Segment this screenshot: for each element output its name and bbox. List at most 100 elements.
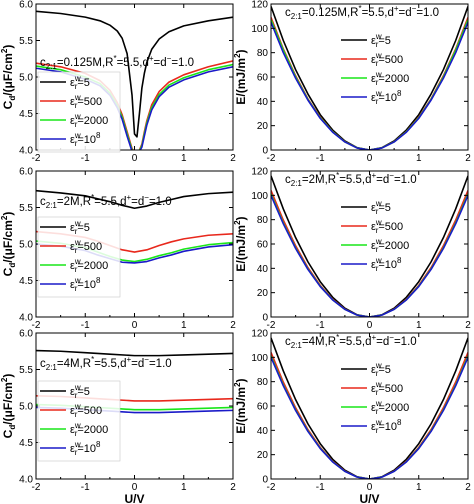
y-axis-label: Cd/(μF/cm2) [0, 45, 17, 110]
condition-annotation: c2:1=0.125M,R*=5.5,d+=d−=1.0 [285, 4, 439, 21]
chart-panel-top-left: -2 -1 0 1 2 4.0 4.5 5.0 5.5 6.0 Cd/(μF/cm2) c2:1=0.… [0, 0, 236, 164]
chart-panel-bottom-left: -2 -1 0 1 2 4.0 4.5 5.0 5.5 6.0 Cd/(μF/cm2) U/V c2:1… [0, 329, 236, 504]
y-tick-label: 6.0 [19, 167, 33, 178]
y-tick-label: 4.0 [19, 475, 33, 486]
x-tick-label: -2 [32, 320, 41, 331]
y-tick-label: 4.0 [19, 313, 33, 324]
x-tick-label: 0 [367, 320, 373, 331]
x-tick-label: 1 [181, 482, 187, 493]
y-axis-label: E/(mJ/m2) [233, 216, 248, 271]
series-group [271, 337, 468, 479]
legend-label-eps5: εw r=5 [371, 199, 391, 216]
legend-label-eps1e8: εw r=108 [371, 418, 402, 435]
chart-panel-middle-right: -2 -1 0 1 2020406080100120E/(mJ/m2)c2:1=2M,R… [233, 167, 471, 332]
y-tick-label: 100 [251, 353, 268, 364]
series-group [271, 175, 468, 317]
condition-annotation: c2:1=2M,R*=5.5,d+=d−=1.0 [40, 193, 172, 210]
plot-frame [270, 170, 469, 318]
y-tick-label: 80 [257, 215, 269, 226]
y-tick-label: 120 [251, 0, 268, 11]
series-line-eps5 [271, 6, 468, 150]
legend: εw r=5 εw r=500 εw r=2000 εw r=108 [37, 71, 121, 153]
legend-label-eps5: εw r=5 [70, 383, 90, 400]
legend-label-eps2000: εw r=2000 [70, 112, 108, 129]
y-tick-label: 6.0 [19, 329, 33, 340]
y-tick-label: 5.0 [19, 73, 33, 84]
x-tick-label: 2 [465, 320, 471, 331]
y-tick-label: 60 [257, 73, 269, 84]
legend-label-eps1e8: εw r=108 [371, 89, 402, 106]
legend-label-eps2000: εw r=2000 [371, 70, 409, 87]
series-line-eps5 [271, 175, 468, 317]
x-tick-label: -1 [316, 482, 325, 493]
x-tick-label: 1 [416, 320, 422, 331]
y-tick-label: 5.0 [19, 240, 33, 251]
x-tick-label: -1 [316, 153, 325, 164]
x-tick-label: 2 [465, 153, 471, 164]
y-tick-label: 80 [257, 48, 269, 59]
series-line-eps1e8 [271, 195, 468, 317]
legend-label-eps5: εw r=5 [371, 32, 391, 49]
x-tick-label: -2 [267, 153, 276, 164]
series-line-eps2000 [271, 19, 468, 150]
y-tick-label: 5.5 [19, 203, 33, 214]
series-line-eps500 [271, 352, 468, 479]
x-tick-label: -1 [81, 153, 90, 164]
x-tick-label: -2 [32, 153, 41, 164]
legend-label-eps2000: εw r=2000 [371, 237, 409, 254]
y-tick-label: 40 [257, 97, 269, 108]
y-axis-label: E/(mJ/m2) [233, 49, 248, 104]
series-line-eps500 [271, 190, 468, 317]
y-tick-label: 0 [262, 146, 268, 157]
x-tick-label: 2 [465, 482, 471, 493]
legend-label-eps500: εw r=500 [371, 218, 403, 235]
y-tick-label: 4.0 [19, 146, 33, 157]
y-tick-label: 6.0 [19, 0, 33, 11]
x-axis-label: U/V [359, 492, 379, 504]
y-tick-label: 4.5 [19, 438, 33, 449]
x-tick-label: 0 [367, 153, 373, 164]
series-line-eps5 [36, 189, 233, 210]
condition-annotation: c2:1=4M,R*=5.5,d+=d−=1.0 [285, 333, 417, 350]
y-tick-label: 0 [262, 475, 268, 486]
y-tick-label: 80 [257, 377, 269, 388]
legend-label-eps500: εw r=500 [70, 238, 102, 255]
legend-label-eps2000: εw r=2000 [371, 399, 409, 416]
y-tick-label: 60 [257, 402, 269, 413]
legend-label-eps500: εw r=500 [371, 51, 403, 68]
y-tick-label: 20 [257, 450, 269, 461]
x-tick-label: 0 [132, 482, 138, 493]
series-line-eps1e8 [271, 21, 468, 150]
x-tick-label: 1 [181, 153, 187, 164]
legend-label-eps1e8: εw r=108 [371, 256, 402, 273]
y-tick-label: 60 [257, 240, 269, 251]
condition-annotation: c2:1=0.125M,R*=5.5,d+=d−=1.0 [40, 54, 194, 71]
legend: εw r=5 εw r=500 εw r=2000 εw r=108 [37, 216, 121, 298]
series-line-eps500 [271, 17, 468, 150]
x-tick-label: 1 [416, 482, 422, 493]
series-line-eps5 [36, 349, 233, 357]
chart-panel-middle-left: -2 -1 0 1 2 4.0 4.5 5.0 5.5 6.0 Cd/(μF/cm2) c2:1=2M… [0, 167, 236, 332]
y-tick-label: 4.5 [19, 109, 33, 120]
x-tick-label: 0 [132, 320, 138, 331]
x-tick-label: 0 [132, 153, 138, 164]
legend: εw r=5 εw r=500 εw r=2000 εw r=108 [341, 199, 409, 273]
legend-label-eps1e8: εw r=108 [70, 440, 101, 457]
x-tick-label: -1 [81, 320, 90, 331]
legend: εw r=5 εw r=500 εw r=2000 εw r=108 [37, 380, 121, 462]
legend: εw r=5 εw r=500 εw r=2000 εw r=108 [341, 361, 409, 435]
legend-label-eps5: εw r=5 [371, 361, 391, 378]
y-tick-label: 120 [251, 167, 268, 178]
y-tick-label: 5.0 [19, 402, 33, 413]
legend-label-eps2000: εw r=2000 [70, 257, 108, 274]
plot-frame [270, 332, 469, 480]
y-tick-label: 100 [251, 191, 268, 202]
chart-panel-bottom-right: -2 -1 0 1 2020406080100120E/(mJ/m2)U/Vc2:1=4… [233, 329, 471, 504]
legend: εw r=5 εw r=500 εw r=2000 εw r=108 [341, 32, 409, 106]
x-tick-label: 1 [416, 153, 422, 164]
x-tick-label: -2 [267, 320, 276, 331]
x-axis-label: U/V [124, 492, 144, 504]
x-tick-label: 2 [230, 153, 236, 164]
x-tick-label: 0 [367, 482, 373, 493]
